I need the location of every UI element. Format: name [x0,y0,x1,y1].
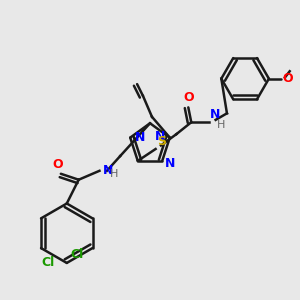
Text: N: N [102,164,113,177]
Text: Cl: Cl [42,256,55,269]
Text: N: N [135,131,145,144]
Text: O: O [183,92,194,104]
Text: S: S [157,134,166,148]
Text: Cl: Cl [70,248,84,260]
Text: N: N [165,158,176,170]
Text: N: N [155,130,165,142]
Text: H: H [110,169,118,179]
Text: O: O [52,158,63,171]
Text: N: N [210,108,220,121]
Text: H: H [217,120,225,130]
Text: O: O [282,72,293,85]
